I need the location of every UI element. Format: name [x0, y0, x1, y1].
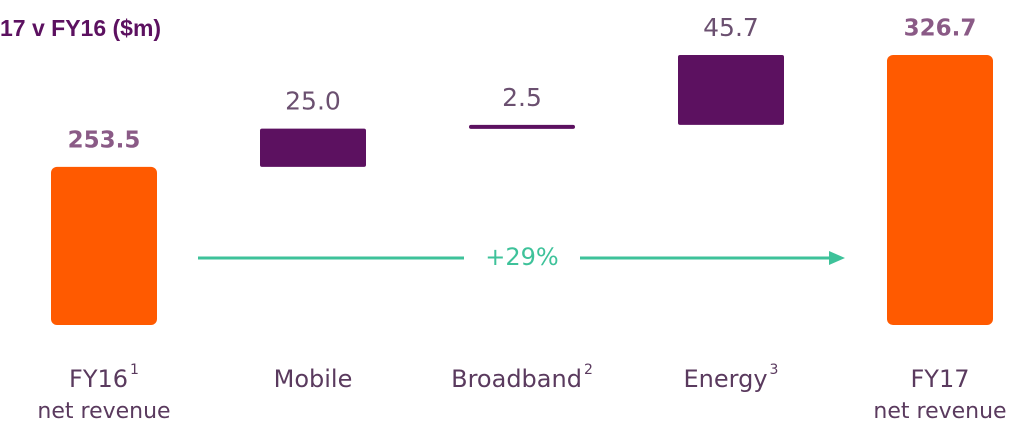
bar — [51, 166, 157, 325]
bar — [469, 124, 575, 129]
value-label: 45.7 — [703, 13, 759, 42]
category-name: Mobile — [274, 365, 353, 393]
bar — [678, 55, 784, 125]
x-tick-sublabel: net revenue — [873, 399, 1006, 424]
footnote: 2 — [584, 362, 593, 378]
x-tick-label: FY16 1 — [69, 362, 139, 393]
footnote: 3 — [770, 362, 779, 378]
bar — [260, 128, 366, 167]
category-name: FY17 — [910, 365, 969, 393]
x-tick-label: Mobile — [274, 365, 353, 393]
x-tick-label: Energy 3 — [684, 362, 779, 393]
category-name: FY16 — [69, 365, 128, 393]
value-label: 326.7 — [904, 16, 977, 42]
annotation: +29% — [485, 243, 558, 271]
value-label: 2.5 — [502, 83, 542, 112]
arrow-head — [829, 251, 845, 265]
chart-title: 17 v FY16 ($m) — [0, 15, 161, 41]
x-tick-label: FY17 — [910, 365, 969, 393]
x-tick-label: Broadband 2 — [451, 362, 593, 393]
category-name: Broadband — [451, 365, 582, 393]
bar — [887, 55, 993, 326]
x-tick-sublabel: net revenue — [37, 399, 170, 424]
value-label: 25.0 — [285, 87, 341, 116]
value-label: 253.5 — [68, 127, 141, 153]
footnote: 1 — [130, 362, 139, 378]
category-name: Energy — [684, 365, 768, 393]
